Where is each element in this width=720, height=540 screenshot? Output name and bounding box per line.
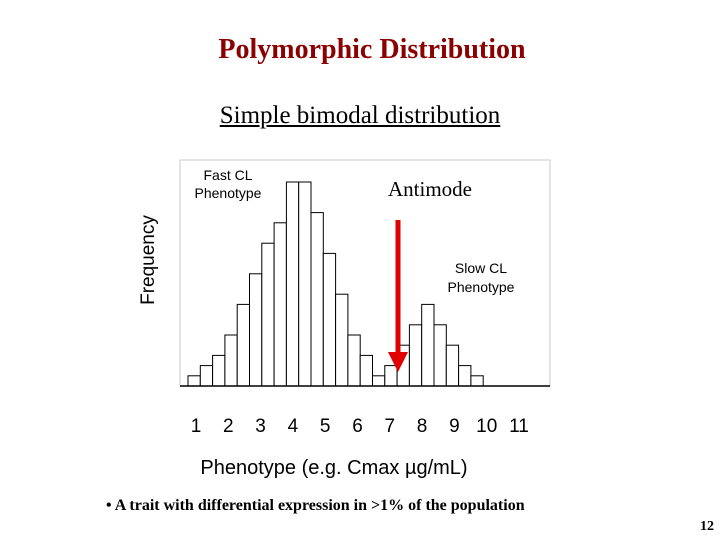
histogram-bar xyxy=(347,334,361,387)
x-tick-label: 4 xyxy=(288,416,299,437)
x-tick-label: 2 xyxy=(223,416,234,437)
bullet-text: • A trait with differential expression i… xyxy=(106,497,525,514)
histogram-bar xyxy=(224,334,238,387)
slide-subtitle: Simple bimodal distribution xyxy=(219,102,501,129)
antimode-arrow xyxy=(388,220,408,372)
histogram-bar xyxy=(236,303,250,387)
histogram-bar xyxy=(261,242,275,387)
x-tick-label: 8 xyxy=(417,416,428,437)
histogram-bar xyxy=(298,181,312,387)
histogram-bar xyxy=(187,375,201,387)
histogram-bar xyxy=(199,365,214,387)
histogram-bar xyxy=(372,375,386,387)
histogram-bar xyxy=(322,252,337,387)
fast-cl-phenotype-annotation: Fast CL Phenotype xyxy=(195,167,262,201)
x-tick-label: 3 xyxy=(255,416,266,437)
histogram-bar xyxy=(249,273,263,387)
antimode-annotation: Antimode xyxy=(388,177,472,201)
y-axis-label: Frequency xyxy=(138,215,159,305)
x-tick-label: 10 xyxy=(476,416,497,437)
histogram-bar xyxy=(384,365,398,387)
slow-cl-phenotype-annotation: Slow CL Phenotype xyxy=(448,260,515,295)
histogram-bar xyxy=(445,344,460,387)
x-tick-label: 11 xyxy=(509,416,529,437)
histogram-bar xyxy=(273,222,287,387)
histogram-bar xyxy=(310,212,324,387)
histogram-bar xyxy=(359,354,374,387)
histogram-bar xyxy=(470,375,484,387)
histogram-bar xyxy=(458,365,472,387)
x-tick-label: 1 xyxy=(191,416,202,437)
x-axis-label: Phenotype (e.g. Cmax µg/mL) xyxy=(200,457,467,479)
histogram-bar xyxy=(433,324,447,387)
histogram-bar xyxy=(212,354,226,387)
x-tick-labels: 1 2 3 4 5 6 7 8 9 10 11 xyxy=(191,416,529,437)
x-tick-label: 6 xyxy=(352,416,363,437)
slide-title: Polymorphic Distribution xyxy=(218,34,526,65)
x-tick-label: 5 xyxy=(320,416,331,437)
histogram-bar xyxy=(335,293,349,387)
page-number: 12 xyxy=(700,519,714,534)
histogram-bar xyxy=(285,181,300,387)
histogram-bar xyxy=(408,324,423,387)
x-tick-label: 7 xyxy=(385,416,396,437)
histogram-bar xyxy=(421,303,435,387)
x-tick-label: 9 xyxy=(449,416,460,437)
